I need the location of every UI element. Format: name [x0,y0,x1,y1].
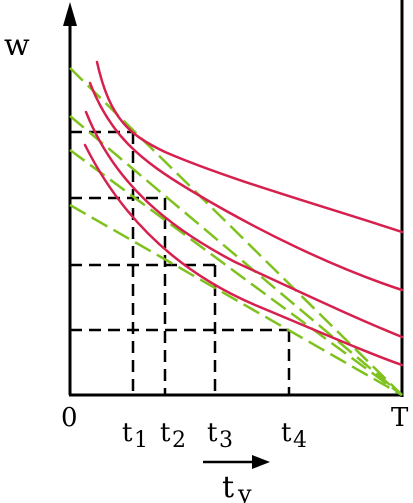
t2-label: t [160,418,171,448]
x-axis-subscript: y [237,480,252,503]
curves [83,60,404,367]
origin-label: 0 [61,403,78,433]
t3-subscript: 3 [219,428,233,453]
t1-subscript: 1 [134,428,148,453]
tangent-line-1 [69,67,403,396]
curve-3 [84,110,404,339]
curve-2 [88,81,404,292]
t3-label: t [207,418,218,448]
tangent-line-2 [69,115,403,396]
t4-label: t [281,418,292,448]
x-direction-arrow-head [252,455,270,469]
t1-label: t [122,418,133,448]
t2-subscript: 2 [172,428,186,453]
tangent-lines [69,67,403,397]
tangent-line-3 [69,148,403,397]
curve-1 [95,60,404,234]
guide-lines [70,130,291,395]
t4-subscript: 4 [293,428,307,453]
curve-4 [83,143,404,367]
x-axis-label: t [222,470,234,503]
end-label: T [391,403,409,433]
tangent-line-4 [69,203,403,397]
y-axis-arrow [63,2,77,26]
y-axis-label: w [4,28,30,63]
